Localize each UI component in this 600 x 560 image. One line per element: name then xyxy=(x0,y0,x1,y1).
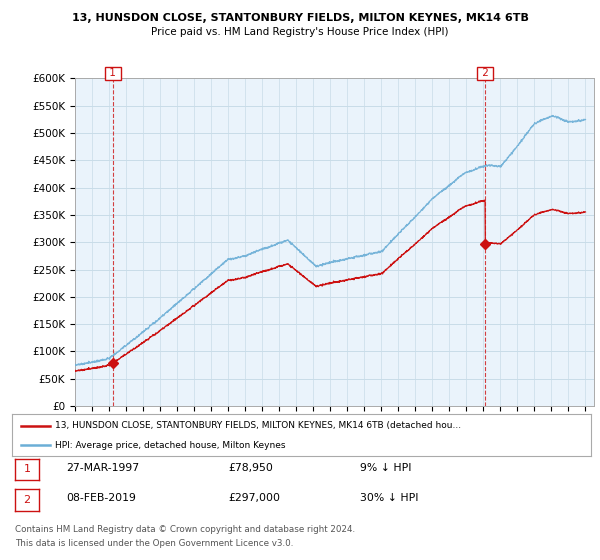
Text: 2: 2 xyxy=(479,68,491,78)
Text: 27-MAR-1997: 27-MAR-1997 xyxy=(66,463,139,473)
Text: Price paid vs. HM Land Registry's House Price Index (HPI): Price paid vs. HM Land Registry's House … xyxy=(151,27,449,37)
Text: 1: 1 xyxy=(106,68,119,78)
Text: 2: 2 xyxy=(23,495,31,505)
Text: HPI: Average price, detached house, Milton Keynes: HPI: Average price, detached house, Milt… xyxy=(55,441,286,450)
Text: £297,000: £297,000 xyxy=(228,493,280,503)
Text: This data is licensed under the Open Government Licence v3.0.: This data is licensed under the Open Gov… xyxy=(15,539,293,548)
Text: 9% ↓ HPI: 9% ↓ HPI xyxy=(360,463,412,473)
Text: £78,950: £78,950 xyxy=(228,463,273,473)
Text: Contains HM Land Registry data © Crown copyright and database right 2024.: Contains HM Land Registry data © Crown c… xyxy=(15,525,355,534)
Text: 1: 1 xyxy=(23,464,31,474)
Text: 13, HUNSDON CLOSE, STANTONBURY FIELDS, MILTON KEYNES, MK14 6TB: 13, HUNSDON CLOSE, STANTONBURY FIELDS, M… xyxy=(71,13,529,23)
Text: 08-FEB-2019: 08-FEB-2019 xyxy=(66,493,136,503)
Text: 13, HUNSDON CLOSE, STANTONBURY FIELDS, MILTON KEYNES, MK14 6TB (detached hou...: 13, HUNSDON CLOSE, STANTONBURY FIELDS, M… xyxy=(55,421,461,430)
Text: 30% ↓ HPI: 30% ↓ HPI xyxy=(360,493,419,503)
